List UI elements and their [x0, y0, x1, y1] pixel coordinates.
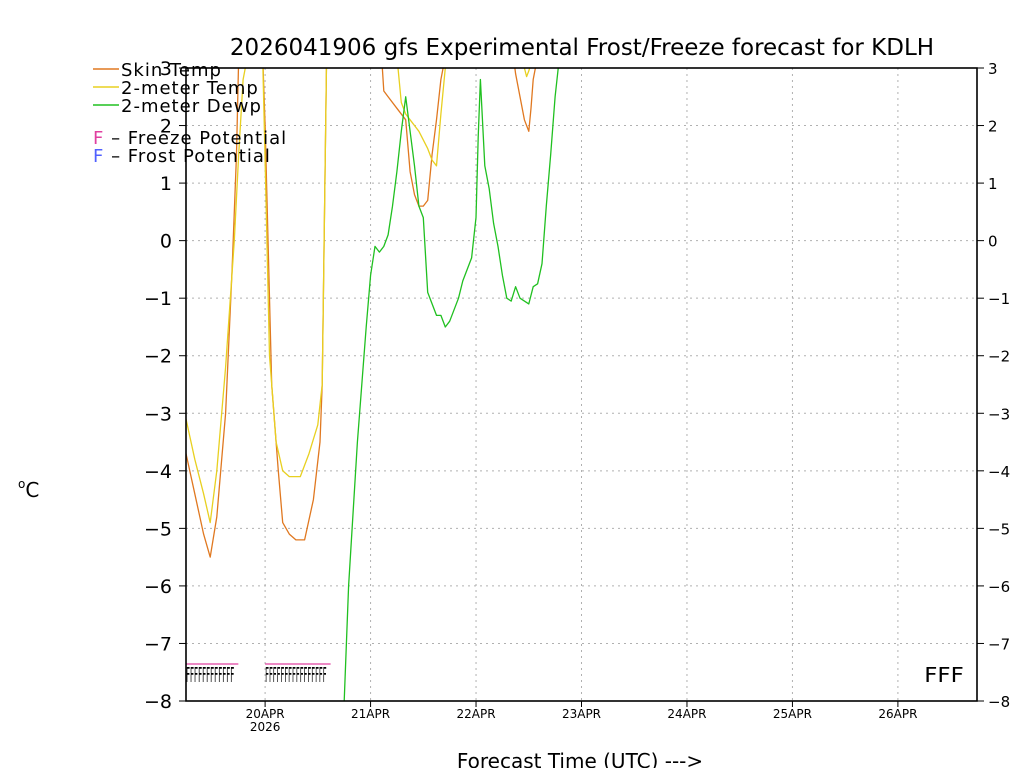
y-tick-label-right: −2	[988, 348, 1010, 366]
legend-label-3: 2-meter Dewp	[121, 96, 262, 117]
potential-legend-text: – Freeze Potential	[104, 128, 287, 149]
x-tick-label: 23APR	[562, 707, 601, 721]
y-axis-ticks: 3 3 2 2 1 1 0 0 −1 −1 −2 −2 −3 −3 −4 −4 −5 −5 −6 −6 −7 −7 −8 −8	[144, 58, 1010, 713]
y-tick-label-right: 0	[988, 233, 998, 251]
x-axis-label: Forecast Time (UTC) --->	[457, 749, 703, 768]
y-tick-label-left: −6	[144, 576, 172, 598]
degree-sign: o	[18, 477, 25, 491]
y-tick-label-right: −4	[988, 463, 1010, 481]
y-tick-label-right: 3	[988, 60, 998, 78]
y-tick-label-left: 0	[160, 231, 172, 253]
y-tick-label-left: −5	[144, 518, 172, 540]
potential-legend-symbol: F	[93, 128, 104, 149]
x-tick-label: 20APR	[246, 707, 285, 721]
x-tick-label: 25APR	[773, 707, 812, 721]
y-tick-label-left: −4	[144, 461, 172, 483]
x-tick-label: 22APR	[457, 707, 496, 721]
legend-label-1: Skin Temp	[121, 60, 222, 81]
y-tick-label-right: −6	[988, 578, 1010, 596]
y-tick-label-left: 3	[160, 58, 172, 80]
y-axis-label: oC	[18, 477, 39, 502]
freeze-marker-run: FFF	[924, 663, 964, 687]
y-tick-label-left: 2	[160, 116, 172, 138]
potential-legend-text: – Frost Potential	[104, 146, 271, 167]
potential-markers: FFFFFFFFFFFF FFFFFFFFFFFFFFFF FFF	[186, 663, 964, 687]
y-tick-label-left: −1	[144, 288, 172, 310]
series-line-1	[186, 68, 537, 558]
y-tick-label-left: −2	[144, 346, 172, 368]
series-line-3	[343, 68, 559, 701]
unit-letter: C	[25, 478, 39, 502]
potential-legend-2: F – Frost Potential	[93, 146, 271, 167]
series-line-2	[186, 68, 531, 524]
legend-label-2: 2-meter Temp	[121, 78, 259, 99]
freeze-marker-run: FFFFFFFFFFFF	[186, 663, 234, 687]
y-tick-label-left: −7	[144, 633, 172, 655]
y-tick-label-right: 2	[988, 118, 998, 136]
y-tick-label-right: −5	[988, 520, 1010, 538]
chart-title: 2026041906 gfs Experimental Frost/Freeze…	[230, 35, 934, 61]
x-tick-label: 26APR	[878, 707, 917, 721]
y-tick-label-right: −7	[988, 635, 1010, 653]
potential-legend-symbol: F	[93, 146, 104, 167]
y-tick-label-right: −3	[988, 405, 1010, 423]
x-tick-label: 24APR	[667, 707, 706, 721]
x-tick-sublabel: 2026	[250, 720, 281, 734]
y-tick-label-right: 1	[988, 175, 998, 193]
potential-legend-1: F – Freeze Potential	[93, 128, 287, 149]
series-lines	[186, 68, 559, 701]
y-tick-label-left: −8	[144, 691, 172, 713]
y-tick-label-right: −8	[988, 693, 1010, 711]
x-tick-label: 21APR	[351, 707, 390, 721]
y-tick-label-left: −3	[144, 403, 172, 425]
freeze-marker-run: FFFFFFFFFFFFFFFF	[265, 663, 327, 687]
y-tick-label-right: −1	[988, 290, 1010, 308]
y-tick-label-left: 1	[160, 173, 172, 195]
